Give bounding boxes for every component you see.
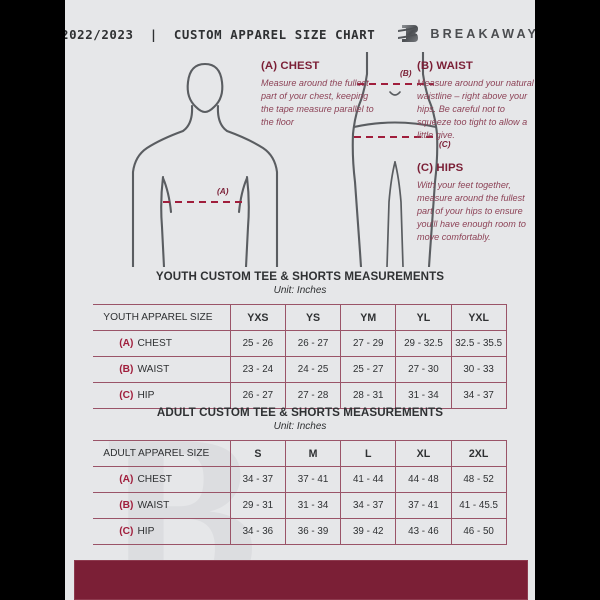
adult-size-table-block: ADULT CUSTOM TEE & SHORTS MEASUREMENTS U… xyxy=(65,406,535,545)
adult-row-0-label: (A) CHEST xyxy=(93,466,231,493)
table-row: (C) HIP 34 - 36 36 - 39 39 - 42 43 - 46 4… xyxy=(93,518,507,545)
youth-cell-2-2: 28 - 31 xyxy=(340,382,397,409)
adult-row-0-mark: (A) xyxy=(119,474,134,485)
adult-cell-2-0: 34 - 36 xyxy=(229,518,286,545)
adult-col-header-2: L xyxy=(340,440,397,467)
youth-cell-2-3: 31 - 34 xyxy=(395,382,452,409)
adult-cell-2-1: 36 - 39 xyxy=(284,518,342,545)
youth-row-2-label: (C) HIP xyxy=(93,382,231,409)
adult-col-header-1: M xyxy=(284,440,342,467)
youth-cell-0-0: 25 - 26 xyxy=(229,330,286,357)
adult-cell-0-4: 48 - 52 xyxy=(450,466,507,493)
adult-cell-0-3: 44 - 48 xyxy=(395,466,452,493)
youth-cell-0-3: 29 - 32.5 xyxy=(395,330,452,357)
adult-cell-2-2: 39 - 42 xyxy=(340,518,397,545)
youth-cell-2-0: 26 - 27 xyxy=(229,382,286,409)
waist-measure-marker: (B) xyxy=(400,68,412,78)
callout-hips-heading: (C) HIPS xyxy=(417,162,464,174)
chest-measure-marker: (A) xyxy=(217,186,229,196)
adult-cell-1-4: 41 - 45.5 xyxy=(450,492,507,519)
youth-col-header-2: YM xyxy=(340,304,397,331)
youth-row-2-name: HIP xyxy=(137,390,155,401)
adult-cell-1-2: 34 - 37 xyxy=(340,492,397,519)
brand-name: BREAKAWAY xyxy=(430,27,535,41)
youth-size-table-block: YOUTH CUSTOM TEE & SHORTS MEASUREMENTS U… xyxy=(65,270,535,409)
adult-col-header-3: XL xyxy=(395,440,452,467)
adult-row-header-label: ADULT APPAREL SIZE xyxy=(93,440,231,467)
adult-row-2-label: (C) HIP xyxy=(93,518,231,545)
table-row: (B) WAIST 29 - 31 31 - 34 34 - 37 37 - 41… xyxy=(93,492,507,519)
footer-accent-bar xyxy=(74,560,528,600)
table-row: (C) HIP 26 - 27 27 - 28 28 - 31 31 - 34 3… xyxy=(93,382,507,409)
adult-row-2-name: HIP xyxy=(137,526,155,537)
youth-row-2-mark: (C) xyxy=(119,390,134,401)
body-measurement-diagram: (A) (B) (C) (A) CHEST Measure around the… xyxy=(65,50,535,269)
adult-cell-2-3: 43 - 46 xyxy=(395,518,452,545)
adult-cell-1-3: 37 - 41 xyxy=(395,492,452,519)
youth-size-table: YOUTH APPAREL SIZE YXS YS YM YL YXL (A) C… xyxy=(93,304,507,409)
youth-table-title: YOUTH CUSTOM TEE & SHORTS MEASUREMENTS xyxy=(155,270,445,283)
adult-col-header-0: S xyxy=(229,440,286,467)
breakaway-b-monogram-icon xyxy=(395,21,421,47)
adult-cell-0-2: 41 - 44 xyxy=(340,466,397,493)
youth-cell-0-4: 32.5 - 35.5 xyxy=(450,330,507,357)
adult-table-title: ADULT CUSTOM TEE & SHORTS MEASUREMENTS xyxy=(156,406,444,419)
youth-col-header-0: YXS xyxy=(229,304,286,331)
callout-waist: (B) WAIST Measure around your natural wa… xyxy=(417,60,535,142)
youth-row-0-mark: (A) xyxy=(119,338,134,349)
callout-chest: (A) CHEST Measure around the fullest par… xyxy=(261,60,383,129)
youth-cell-2-1: 27 - 28 xyxy=(284,382,342,409)
youth-cell-1-3: 27 - 30 xyxy=(395,356,452,383)
adult-size-table: ADULT APPAREL SIZE S M L XL 2XL (A) CHEST… xyxy=(93,440,507,545)
adult-row-1-label: (B) WAIST xyxy=(93,492,231,519)
youth-col-header-1: YS xyxy=(284,304,342,331)
youth-cell-1-2: 25 - 27 xyxy=(340,356,397,383)
youth-cell-2-4: 34 - 37 xyxy=(450,382,507,409)
adult-cell-1-1: 31 - 34 xyxy=(284,492,342,519)
table-row: (A) CHEST 34 - 37 37 - 41 41 - 44 44 - 48… xyxy=(93,466,507,493)
adult-row-2-mark: (C) xyxy=(119,526,134,537)
size-chart-page: B 2022/2023 | CUSTOM APPAREL SIZE CHART xyxy=(65,0,535,600)
table-row: (A) CHEST 25 - 26 26 - 27 27 - 29 29 - 32… xyxy=(93,330,507,357)
youth-row-header-label: YOUTH APPAREL SIZE xyxy=(93,304,231,331)
adult-cell-0-1: 37 - 41 xyxy=(284,466,342,493)
callout-hips-body: With your feet together, measure around … xyxy=(417,180,526,242)
table-header-row: ADULT APPAREL SIZE S M L XL 2XL xyxy=(93,440,507,467)
adult-row-1-name: WAIST xyxy=(137,500,170,511)
brand-lockup: BREAKAWAY xyxy=(395,21,535,47)
youth-row-0-name: CHEST xyxy=(137,338,172,349)
youth-table-unit: Unit: Inches xyxy=(273,285,327,296)
youth-cell-1-0: 23 - 24 xyxy=(229,356,286,383)
hips-measure-marker: (C) xyxy=(439,139,451,149)
adult-col-header-4: 2XL xyxy=(450,440,507,467)
adult-row-0-name: CHEST xyxy=(137,474,172,485)
youth-cell-1-1: 24 - 25 xyxy=(284,356,342,383)
youth-row-1-name: WAIST xyxy=(137,364,170,375)
callout-chest-heading: (A) CHEST xyxy=(261,60,320,72)
adult-table-unit: Unit: Inches xyxy=(273,421,327,432)
adult-cell-0-0: 34 - 37 xyxy=(229,466,286,493)
youth-col-header-3: YL xyxy=(395,304,452,331)
callout-waist-body: Measure around your natural waistline – … xyxy=(417,78,534,140)
adult-row-1-mark: (B) xyxy=(119,500,134,511)
youth-row-1-mark: (B) xyxy=(119,364,134,375)
body-figures-svg xyxy=(131,50,439,269)
adult-cell-2-4: 46 - 50 xyxy=(450,518,507,545)
youth-cell-0-1: 26 - 27 xyxy=(284,330,342,357)
adult-cell-1-0: 29 - 31 xyxy=(229,492,286,519)
youth-cell-0-2: 27 - 29 xyxy=(340,330,397,357)
youth-col-header-4: YXL xyxy=(450,304,507,331)
youth-cell-1-4: 30 - 33 xyxy=(450,356,507,383)
page-title: 2022/2023 | CUSTOM APPAREL SIZE CHART xyxy=(65,26,376,42)
youth-row-1-label: (B) WAIST xyxy=(93,356,231,383)
table-header-row: YOUTH APPAREL SIZE YXS YS YM YL YXL xyxy=(93,304,507,331)
callout-chest-body: Measure around the fullest part of your … xyxy=(261,78,374,127)
callout-waist-heading: (B) WAIST xyxy=(417,60,473,72)
youth-row-0-label: (A) CHEST xyxy=(93,330,231,357)
table-row: (B) WAIST 23 - 24 24 - 25 25 - 27 27 - 30… xyxy=(93,356,507,383)
callout-hips: (C) HIPS With your feet together, measur… xyxy=(417,162,535,244)
page-header: 2022/2023 | CUSTOM APPAREL SIZE CHART xyxy=(65,22,535,46)
